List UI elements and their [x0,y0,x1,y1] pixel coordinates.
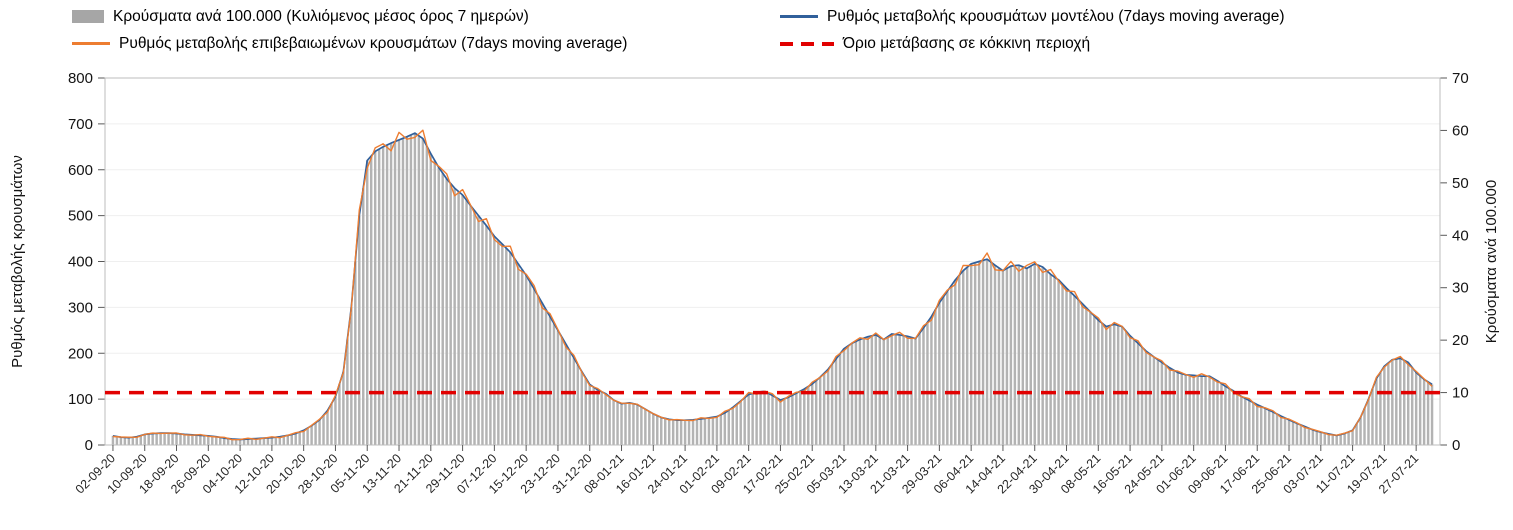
y-right-tick-label: 0 [1452,437,1460,454]
y-left-tick-label: 700 [68,116,93,133]
legend-item-cases-bars: Κρούσματα ανά 100.000 (Κυλιόμενος μέσος … [72,9,529,25]
y-left-tick-label: 0 [85,437,93,454]
orange-line-swatch-icon [72,42,110,46]
legend-label-cases-bars: Κρούσματα ανά 100.000 (Κυλιόμενος μέσος … [113,8,529,25]
y-left-tick-label: 500 [68,208,93,225]
y-left-axis-title: Ρυθμός μεταβολής κρουσμάτων [9,155,26,368]
y-right-tick-label: 70 [1452,70,1469,87]
y-right-tick-label: 40 [1452,227,1469,244]
y-right-tick-label: 20 [1452,332,1469,349]
legend-label-red-threshold: Όριο μετάβασης σε κόκκινη περιοχή [843,35,1091,52]
red-dashed-swatch-icon [780,41,834,46]
y-right-tick-label: 10 [1452,385,1469,402]
blue-line-swatch-icon [780,15,818,19]
y-right-tick-label: 30 [1452,280,1469,297]
y-right-axis-title: Κρούσματα ανά 100.000 [1483,180,1500,343]
legend-item-confirmed-line: Ρυθμός μεταβολής επιβεβαιωμένων κρουσμάτ… [72,36,627,52]
legend-label-model-line: Ρυθμός μεταβολής κρουσμάτων μοντέλου (7d… [827,8,1285,25]
y-left-tick-label: 400 [68,254,93,271]
y-left-tick-label: 200 [68,345,93,362]
legend-item-model-line: Ρυθμός μεταβολής κρουσμάτων μοντέλου (7d… [780,9,1285,25]
y-left-tick-label: 800 [68,70,93,87]
bars-series [111,133,1434,445]
y-right-tick-label: 50 [1452,175,1469,192]
y-right-tick-label: 60 [1452,122,1469,139]
legend-item-red-threshold: Όριο μετάβασης σε κόκκινη περιοχή [780,36,1090,52]
confirmed-line [112,129,1433,441]
legend-label-confirmed-line: Ρυθμός μεταβολής επιβεβαιωμένων κρουσμάτ… [119,35,628,52]
y-left-tick-label: 100 [68,391,93,408]
plot-border [104,77,1441,446]
y-left-tick-label: 600 [68,162,93,179]
gray-bar-swatch-icon [72,10,104,24]
y-left-tick-label: 300 [68,299,93,316]
